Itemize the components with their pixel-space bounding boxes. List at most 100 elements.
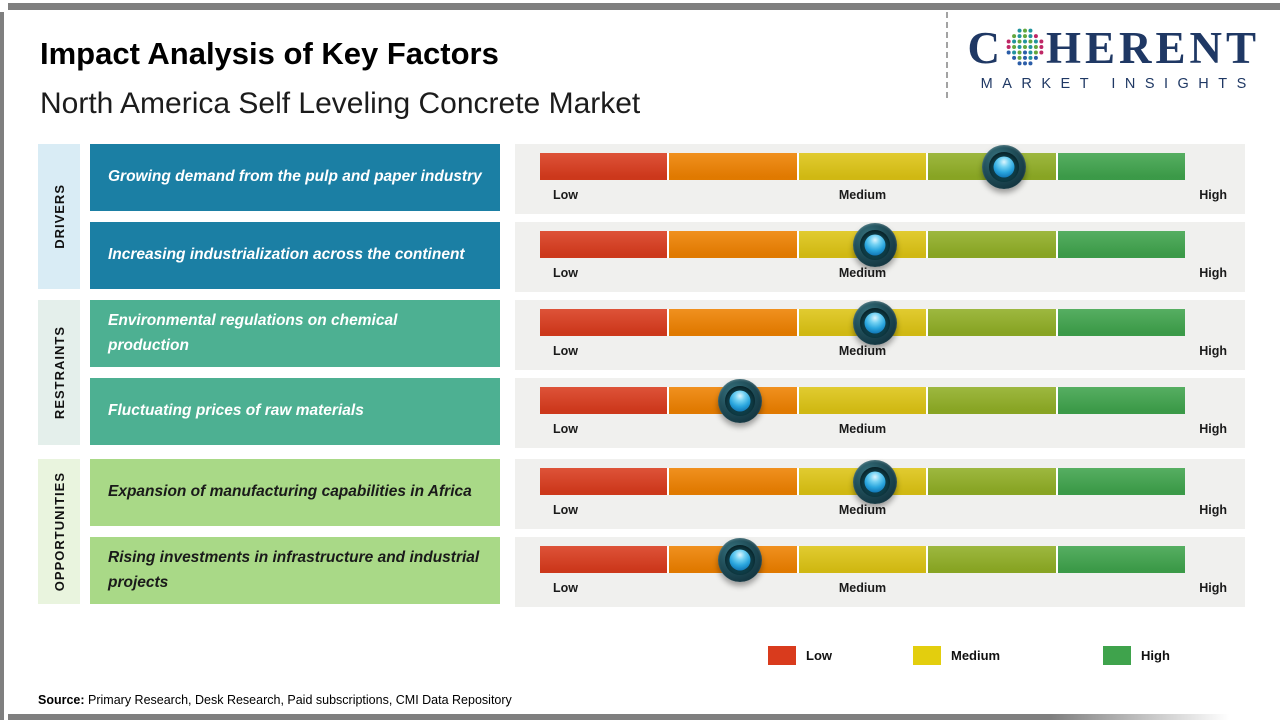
impact-marker — [717, 378, 762, 423]
bar-segment-4 — [928, 231, 1056, 258]
section-label-text: DRIVERS — [51, 184, 67, 249]
scale-label-medium: Medium — [838, 188, 887, 202]
legend-label-medium: Medium — [951, 648, 1001, 663]
bar-segment-4 — [928, 309, 1056, 336]
bar-segment-2 — [669, 309, 797, 336]
impact-bar-panel: Low Medium High — [515, 459, 1245, 529]
legend-swatch-high — [1103, 646, 1131, 665]
bar-segment-1 — [540, 309, 668, 336]
scale-label-low: Low — [553, 266, 578, 280]
scale-label-low: Low — [553, 581, 578, 595]
source-line: Source: Primary Research, Desk Research,… — [38, 693, 512, 707]
impact-bar — [540, 300, 1186, 345]
scale-label-low: Low — [553, 422, 578, 436]
section-label-restraints: RESTRAINTS — [38, 300, 80, 445]
scale-label-low: Low — [553, 344, 578, 358]
scale-label-low: Low — [553, 503, 578, 517]
bar-segment-2 — [669, 153, 797, 180]
bar-segment-1 — [540, 153, 668, 180]
scale-label-medium: Medium — [838, 344, 887, 358]
frame-border-bottom — [8, 714, 1280, 720]
impact-bar — [540, 378, 1186, 423]
scale-label-high: High — [1199, 344, 1227, 358]
scale-label-high: High — [1199, 503, 1227, 517]
impact-marker — [982, 144, 1027, 189]
logo-tagline: MARKET INSIGHTS — [980, 76, 1256, 92]
factor-text: Rising investments in infrastructure and… — [108, 549, 480, 591]
legend-item-medium: Medium — [913, 646, 1000, 665]
company-logo: C HERENT MARKET INSIGHTS — [967, 26, 1260, 93]
page-title: Impact Analysis of Key Factors — [40, 36, 499, 71]
bar-segment-5 — [1057, 309, 1186, 336]
scale-label-high: High — [1199, 581, 1227, 595]
logo-globe-icon — [1006, 28, 1044, 65]
logo-wordmark: C HERENT — [967, 26, 1260, 71]
bar-segment-2 — [669, 231, 797, 258]
factor-text: Environmental regulations on chemical pr… — [108, 312, 398, 354]
impact-bar — [540, 144, 1186, 189]
impact-bar — [540, 537, 1186, 582]
impact-bar-panel: Low Medium High — [515, 537, 1245, 607]
bar-segment-1 — [540, 546, 668, 573]
factor-card: Increasing industrialization across the … — [90, 222, 500, 289]
bar-segment-5 — [1057, 387, 1186, 414]
impact-marker — [853, 459, 898, 504]
factor-text: Increasing industrialization across the … — [108, 246, 465, 264]
bar-segment-3 — [798, 153, 927, 180]
scale-label-high: High — [1199, 422, 1227, 436]
impact-bar-panel: Low Medium High — [515, 378, 1245, 448]
logo-letters-rest: HERENT — [1045, 23, 1260, 73]
section-label-drivers: DRIVERS — [38, 144, 80, 289]
section-label-opportunities: OPPORTUNITIES — [38, 459, 80, 604]
bar-segment-3 — [798, 387, 927, 414]
scale-label-high: High — [1199, 188, 1227, 202]
frame-border-left — [0, 12, 4, 720]
legend-item-high: High — [1103, 646, 1170, 665]
legend-label-low: Low — [806, 648, 832, 663]
bar-segment-4 — [928, 546, 1056, 573]
page-subtitle: North America Self Leveling Concrete Mar… — [40, 87, 641, 120]
scale-label-medium: Medium — [838, 422, 887, 436]
scale-label-high: High — [1199, 266, 1227, 280]
bar-segment-3 — [798, 546, 927, 573]
impact-bar-panel: Low Medium High — [515, 144, 1245, 214]
section-label-text: OPPORTUNITIES — [51, 471, 67, 592]
section-label-text: RESTRAINTS — [51, 325, 67, 420]
bar-segment-5 — [1057, 231, 1186, 258]
scale-label-low: Low — [553, 188, 578, 202]
scale-label-medium: Medium — [838, 581, 887, 595]
bar-segment-1 — [540, 231, 668, 258]
bar-segment-5 — [1057, 546, 1186, 573]
scale-label-medium: Medium — [838, 503, 887, 517]
logo-divider — [946, 12, 948, 98]
factor-text: Fluctuating prices of raw materials — [108, 402, 364, 420]
factor-text: Expansion of manufacturing capabilities … — [108, 483, 472, 501]
bar-segment-4 — [928, 387, 1056, 414]
impact-marker — [853, 300, 898, 345]
factor-card: Growing demand from the pulp and paper i… — [90, 144, 500, 211]
impact-marker — [853, 222, 898, 267]
factor-text: Growing demand from the pulp and paper i… — [108, 168, 482, 186]
frame-border-top — [8, 3, 1280, 10]
scale-label-medium: Medium — [838, 266, 887, 280]
impact-bar — [540, 459, 1186, 504]
source-label: Source: — [38, 693, 85, 707]
impact-bar-panel: Low Medium High — [515, 222, 1245, 292]
factor-card: Fluctuating prices of raw materials — [90, 378, 500, 445]
bar-segment-1 — [540, 387, 668, 414]
impact-bar-panel: Low Medium High — [515, 300, 1245, 370]
bar-segment-4 — [928, 468, 1056, 495]
legend-label-high: High — [1141, 648, 1170, 663]
legend-swatch-medium — [913, 646, 941, 665]
legend-item-low: Low — [768, 646, 832, 665]
impact-marker — [717, 537, 762, 582]
bar-segment-5 — [1057, 153, 1186, 180]
impact-bar — [540, 222, 1186, 267]
source-text: Primary Research, Desk Research, Paid su… — [84, 693, 512, 707]
factor-card: Environmental regulations on chemical pr… — [90, 300, 500, 367]
factor-card: Expansion of manufacturing capabilities … — [90, 459, 500, 526]
logo-letter-c: C — [967, 23, 1004, 73]
bar-segment-2 — [669, 468, 797, 495]
bar-segment-1 — [540, 468, 668, 495]
